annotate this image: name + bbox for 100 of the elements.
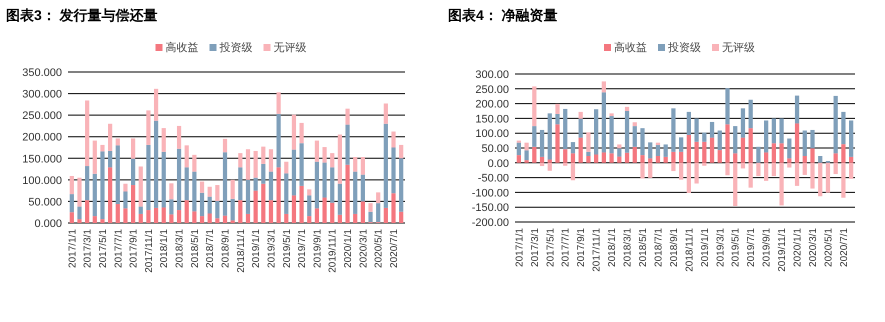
y-tick-label: 50.000 — [28, 196, 62, 208]
bar — [563, 162, 568, 166]
bar — [555, 124, 560, 163]
bar — [353, 172, 358, 214]
bar — [154, 120, 158, 208]
y-tick-label: 250.000 — [22, 110, 62, 122]
x-tick-label: 2018/1/1 — [159, 228, 170, 268]
x-tick-label: 2018/9/1 — [668, 228, 680, 267]
bar — [834, 162, 838, 174]
bar — [230, 198, 235, 220]
bar — [399, 158, 404, 212]
bar — [764, 120, 768, 152]
bar — [679, 152, 684, 163]
bar — [215, 218, 220, 223]
bar — [656, 142, 660, 146]
bar — [368, 203, 373, 212]
x-tick-label: 2018/9/1 — [220, 228, 232, 268]
bar — [353, 156, 358, 172]
bar — [702, 132, 706, 142]
bar — [570, 153, 576, 163]
x-tick-label: 2019/3/1 — [266, 228, 278, 268]
bar — [671, 108, 676, 152]
bar — [602, 92, 606, 152]
bar — [548, 162, 552, 171]
bar — [146, 110, 151, 145]
bar — [563, 108, 568, 150]
bar — [292, 195, 296, 223]
bar — [391, 132, 396, 148]
x-tick-label: 2017/1/1 — [514, 228, 526, 267]
bar — [345, 108, 350, 125]
x-tick-label: 2017/7/1 — [560, 228, 572, 267]
bar — [376, 203, 380, 222]
bar — [292, 150, 296, 196]
bar — [849, 162, 854, 179]
bar — [826, 162, 830, 193]
x-tick-label: 2017/5/1 — [545, 228, 556, 267]
bar — [399, 212, 404, 223]
bar — [176, 148, 182, 210]
bar — [345, 124, 350, 165]
bar — [345, 164, 350, 223]
bar — [656, 145, 660, 156]
bar — [353, 214, 358, 223]
bar — [246, 149, 250, 180]
bar — [532, 126, 536, 147]
x-tick-label: 2020/3/1 — [358, 228, 370, 268]
x-tick-label: 2018/3/1 — [174, 228, 186, 268]
bar — [116, 145, 120, 204]
x-tick-label: 2019/7/1 — [297, 228, 308, 268]
bar — [772, 143, 776, 163]
x-tick-label: 2019/7/1 — [746, 228, 758, 267]
bar — [524, 150, 529, 160]
x-tick-label: 2019/9/1 — [312, 228, 324, 268]
x-tick-label: 2018/5/1 — [638, 228, 649, 267]
bar — [192, 172, 196, 212]
bar — [314, 208, 320, 223]
bar — [594, 154, 598, 163]
bar — [810, 148, 815, 163]
bar — [624, 111, 630, 153]
bar — [540, 130, 544, 157]
bar — [268, 172, 274, 200]
bar — [686, 134, 691, 163]
bar — [200, 216, 204, 223]
x-tick-label: 2017/7/1 — [113, 228, 124, 268]
bar — [238, 167, 242, 200]
bar — [516, 142, 521, 156]
bar — [710, 138, 714, 163]
bar — [208, 196, 212, 214]
x-tick-label: 2020/5/1 — [374, 228, 385, 268]
bar — [92, 174, 97, 216]
bar — [307, 195, 312, 216]
x-tick-label: 2018/11/1 — [684, 228, 696, 272]
bar — [391, 193, 396, 223]
bar — [725, 124, 730, 163]
x-tick-label: 2018/7/1 — [205, 228, 216, 268]
bar — [230, 180, 235, 199]
bar — [570, 142, 576, 154]
y-tick-label: 0.000 — [34, 218, 62, 230]
bar — [85, 200, 90, 223]
bar — [138, 214, 143, 223]
bar — [169, 214, 174, 223]
bar — [92, 140, 97, 174]
bar — [208, 214, 212, 223]
bar — [779, 143, 784, 163]
bar — [849, 156, 854, 163]
bar — [338, 134, 342, 184]
bar — [740, 108, 746, 138]
bar — [810, 162, 815, 189]
bar — [702, 142, 706, 163]
bar — [602, 81, 606, 92]
bar — [176, 126, 182, 149]
bar — [532, 86, 536, 126]
bar — [261, 164, 266, 184]
bar — [162, 207, 166, 223]
bar — [516, 155, 521, 163]
bar — [794, 123, 800, 163]
bar — [733, 153, 738, 163]
bar — [779, 162, 784, 206]
bar — [617, 148, 622, 157]
x-tick-label: 2019/5/1 — [282, 228, 293, 268]
x-tick-label: 2019/1/1 — [251, 228, 262, 268]
